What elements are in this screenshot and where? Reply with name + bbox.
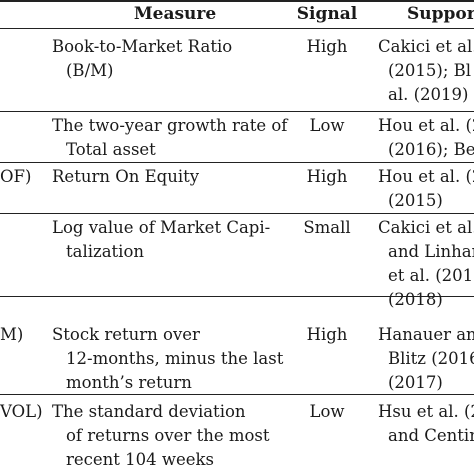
row-2-support-line-1: Hou et al. (2	[378, 116, 474, 135]
row-rule	[0, 162, 474, 163]
row-6-support-line-1: Hsu et al. (2	[378, 402, 474, 421]
row-6-code: VOL)	[0, 402, 43, 421]
top-rule	[0, 0, 474, 2]
row-3-measure-line-1: Return On Equity	[52, 167, 200, 186]
row-5-code: M)	[0, 325, 24, 344]
row-rule	[0, 111, 474, 112]
header-measure: Measure	[133, 4, 217, 24]
row-4-support-line-2: and Linhar	[388, 242, 474, 261]
row-5-support-line-2: Blitz (2016	[388, 349, 474, 368]
row-5-measure-line-3: month’s return	[66, 373, 192, 392]
row-1-signal: High	[306, 37, 348, 56]
row-5-measure-line-2: 12-months, minus the last	[66, 349, 284, 368]
row-1-support-line-3: al. (2019)	[388, 85, 469, 104]
row-3-support-line-1: Hou et al. (2	[378, 167, 474, 186]
row-1-support-line-2: (2015); Bl	[388, 61, 472, 80]
row-2-support-line-2: (2016); Be	[388, 140, 474, 159]
row-6-measure-line-1: The standard deviation	[52, 402, 246, 421]
row-4-support-line-1: Cakici et al.	[378, 218, 474, 237]
row-5-support-line-3: (2017)	[388, 373, 443, 392]
row-3-code: OF)	[0, 167, 32, 186]
row-4-measure-line-1: Log value of Market Capi-	[52, 218, 271, 237]
row-3-support-line-2: (2015)	[388, 191, 443, 210]
row-2-measure-line-1: The two-year growth rate of	[52, 116, 288, 135]
row-1-measure-line-1: Book-to-Market Ratio	[52, 37, 233, 56]
row-1-support-line-1: Cakici et al.	[378, 37, 474, 56]
row-3-signal: High	[306, 167, 348, 186]
row-2-signal: Low	[309, 116, 345, 135]
row-6-signal: Low	[309, 402, 345, 421]
row-4-signal: Small	[303, 218, 351, 237]
header-rule	[0, 28, 474, 29]
row-5-support-line-1: Hanauer and	[378, 325, 474, 344]
row-1-measure-line-2: (B/M)	[66, 61, 114, 80]
header-support: Suppor	[407, 4, 474, 24]
header-signal: Signal	[296, 4, 358, 24]
row-4-support-line-4: (2018)	[388, 290, 443, 309]
row-5-measure-line-1: Stock return over	[52, 325, 200, 344]
row-rule	[0, 213, 474, 214]
row-6-measure-line-2: of returns over the most	[66, 426, 270, 445]
row-6-support-line-2: and Centin	[388, 426, 474, 445]
row-6-measure-line-3: recent 104 weeks	[66, 450, 215, 469]
row-4-measure-line-2: talization	[66, 242, 145, 261]
row-2-measure-line-2: Total asset	[66, 140, 156, 159]
row-5-signal: High	[306, 325, 348, 344]
row-rule	[0, 296, 474, 297]
row-rule	[0, 394, 474, 395]
row-4-support-line-3: et al. (2015	[388, 266, 474, 285]
